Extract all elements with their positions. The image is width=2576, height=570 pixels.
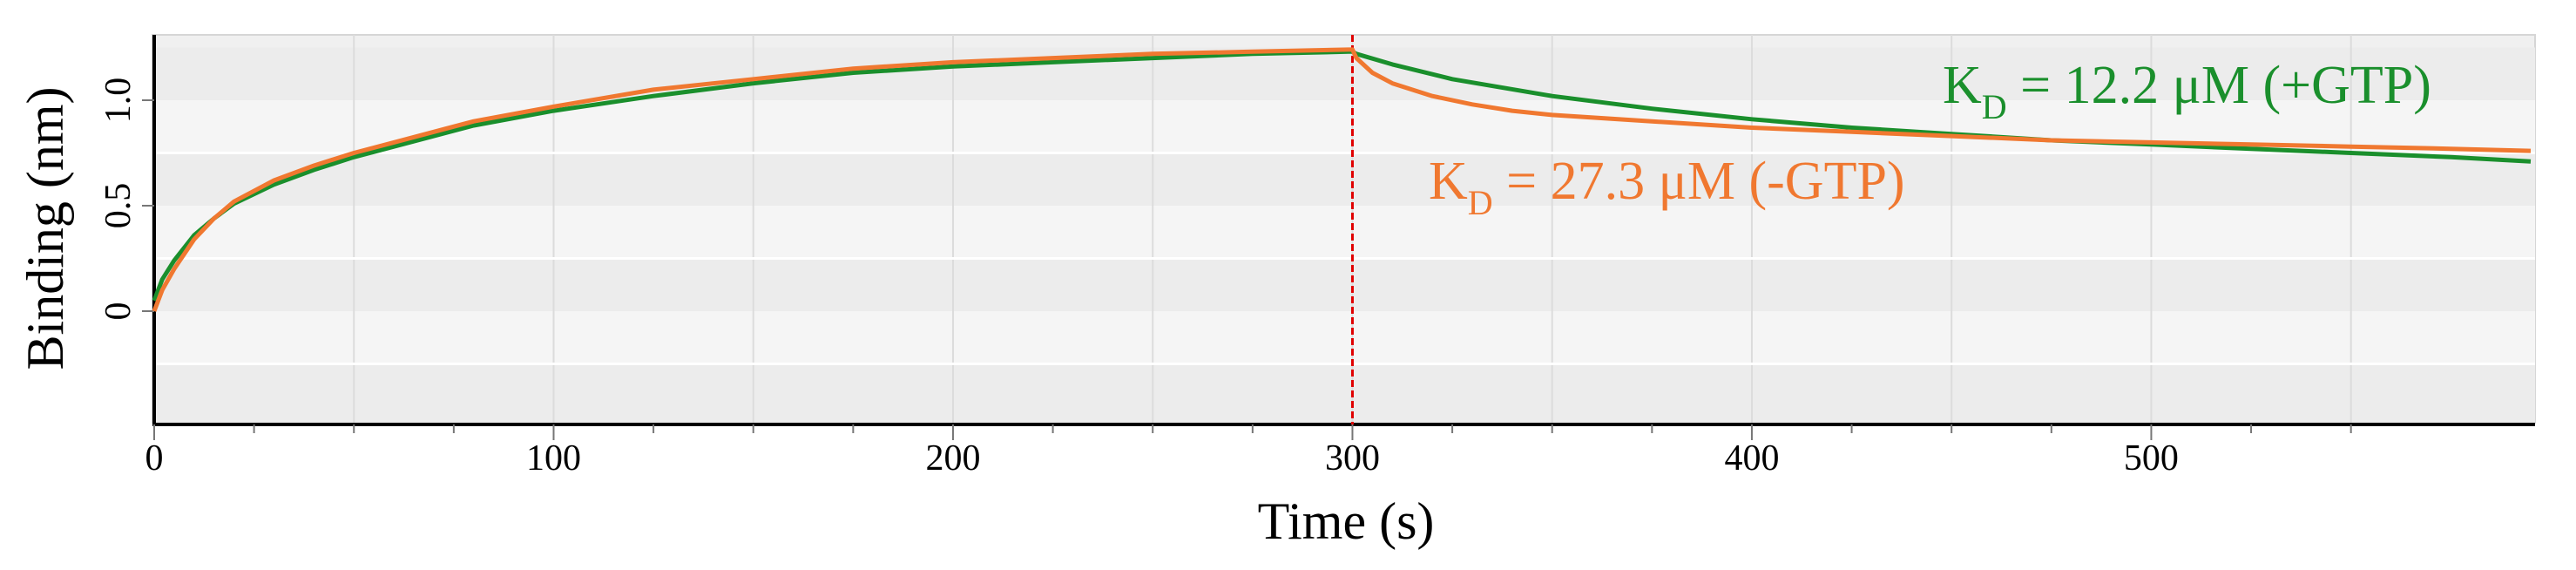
- kd-sub-minus: D: [1468, 183, 1493, 222]
- x-tick-label: 500: [2124, 438, 2179, 478]
- kd-k-plus: K: [1943, 56, 1982, 115]
- series-line-minus_gtp: [152, 47, 2532, 312]
- kd-sub-plus: D: [1982, 87, 2007, 126]
- plot-band: [154, 311, 2535, 364]
- x-axis-ticks: 0 100 200 300 400 500: [145, 424, 2352, 478]
- x-tick-label: 400: [1724, 438, 1779, 478]
- x-tick-label: 200: [925, 438, 980, 478]
- kd-k-minus: K: [1429, 152, 1468, 211]
- plot-band: [154, 47, 2535, 100]
- y-tick-label: 0.5: [98, 183, 139, 229]
- x-tick-label: 100: [526, 438, 581, 478]
- kd-value-minus: = 27.3 μM (-GTP): [1493, 152, 1905, 211]
- grid-lines: [153, 35, 2535, 424]
- kd-annotation-plus-gtp: KD = 12.2 μM (+GTP): [1943, 56, 2431, 126]
- x-tick-label: 300: [1325, 438, 1380, 478]
- plot-band: [154, 153, 2535, 206]
- plot-band: [154, 258, 2535, 311]
- plot-band: [154, 206, 2535, 259]
- kd-annotation-minus-gtp: KD = 27.3 μM (-GTP): [1429, 152, 1905, 222]
- y-axis-title: Binding (nm): [17, 87, 74, 370]
- kd-value-plus: = 12.2 μM (+GTP): [2007, 56, 2431, 115]
- x-tick-label: 0: [145, 438, 164, 478]
- plot-band: [154, 363, 2535, 424]
- plot-bands: [154, 47, 2535, 424]
- y-tick-label: 1.0: [98, 78, 139, 124]
- y-axis-ticks: 0 0.5 1.0: [98, 78, 154, 321]
- series-group: [152, 47, 2532, 312]
- x-axis-title: Time (s): [1258, 492, 1435, 550]
- y-tick-label: 0: [98, 302, 139, 321]
